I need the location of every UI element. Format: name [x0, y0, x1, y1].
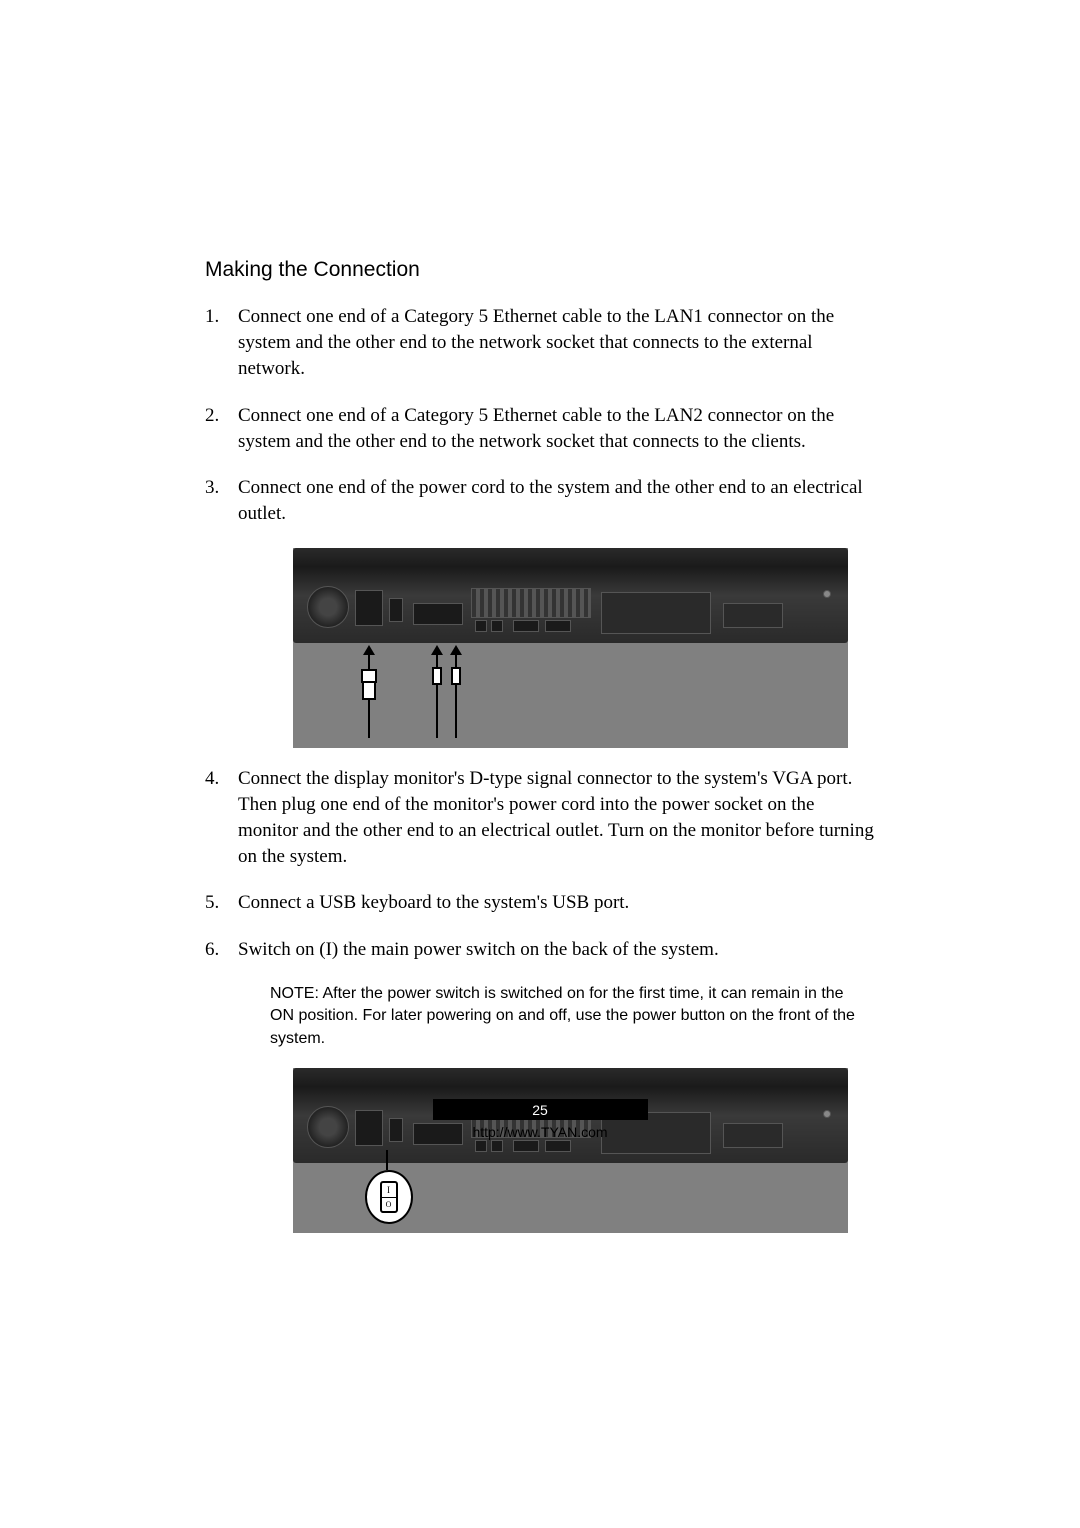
instruction-text: Connect the display monitor's D-type sig…	[238, 766, 875, 871]
instruction-text: Connect one end of the power cord to the…	[238, 475, 875, 527]
cable-line	[368, 653, 370, 670]
expansion-slot	[601, 592, 711, 634]
section-heading: Making the Connection	[205, 258, 875, 282]
cable-line	[368, 700, 370, 738]
device-image-1-container	[265, 548, 875, 748]
instruction-list: Connect one end of a Category 5 Ethernet…	[205, 304, 875, 528]
screw	[823, 590, 831, 598]
lan2-port	[545, 620, 571, 632]
device-chassis	[293, 548, 848, 643]
list-item: Connect the display monitor's D-type sig…	[205, 766, 875, 871]
power-inlet	[355, 590, 383, 626]
rj45-icon	[432, 667, 442, 685]
device-rear-image-cables	[293, 548, 848, 748]
vent-grille	[471, 588, 591, 618]
instruction-text: Connect a USB keyboard to the system's U…	[238, 890, 875, 916]
list-item: Connect a USB keyboard to the system's U…	[205, 890, 875, 916]
device-rear-image-switch: I O	[293, 1068, 848, 1233]
vga-port	[413, 603, 463, 625]
plug-body-icon	[362, 683, 376, 700]
lan-port	[513, 1140, 539, 1152]
list-item: Switch on (I) the main power switch on t…	[205, 937, 875, 963]
list-item: Connect one end of a Category 5 Ethernet…	[205, 403, 875, 455]
lan-cable-diagram	[449, 643, 463, 738]
lan1-port	[513, 620, 539, 632]
footer-url: http://www.TYAN.com	[472, 1124, 607, 1140]
list-item: Connect one end of a Category 5 Ethernet…	[205, 304, 875, 383]
instruction-text: Switch on (I) the main power switch on t…	[238, 937, 875, 963]
arrow-icon	[363, 645, 375, 655]
arrow-icon	[431, 645, 443, 655]
page-number: 25	[532, 1102, 548, 1118]
note-box: NOTE: After the power switch is switched…	[265, 983, 875, 1050]
note-label: NOTE:	[270, 985, 319, 1002]
page-content: Making the Connection Connect one end of…	[0, 0, 1080, 1233]
instruction-text: Connect one end of a Category 5 Ethernet…	[238, 304, 875, 383]
power-cable-diagram	[355, 643, 383, 738]
lan-cable-diagram	[430, 643, 444, 738]
power-switch-detail-icon: I O	[380, 1181, 398, 1213]
device-image-2-container: I O	[265, 1068, 875, 1233]
page-number-band: 25	[433, 1099, 648, 1120]
page-footer: 25 http://www.TYAN.com	[0, 1099, 1080, 1140]
list-item: Connect one end of the power cord to the…	[205, 475, 875, 527]
usb-port	[475, 1140, 487, 1152]
switch-callout-circle: I O	[365, 1170, 413, 1224]
cable-line	[436, 685, 438, 738]
rj45-icon	[451, 667, 461, 685]
lan-port	[545, 1140, 571, 1152]
panel	[723, 603, 783, 628]
callout-line	[386, 1150, 388, 1170]
usb-port	[491, 1140, 503, 1152]
note-text: After the power switch is switched on fo…	[270, 985, 855, 1047]
plug-icon	[361, 669, 377, 682]
cable-line	[455, 685, 457, 738]
instruction-list-cont: Connect the display monitor's D-type sig…	[205, 766, 875, 963]
fan-icon	[307, 586, 349, 628]
usb-port	[491, 620, 503, 632]
arrow-icon	[450, 645, 462, 655]
instruction-text: Connect one end of a Category 5 Ethernet…	[238, 403, 875, 455]
cable-line	[436, 653, 438, 667]
usb-port	[475, 620, 487, 632]
cable-line	[455, 653, 457, 667]
power-switch	[389, 598, 403, 622]
